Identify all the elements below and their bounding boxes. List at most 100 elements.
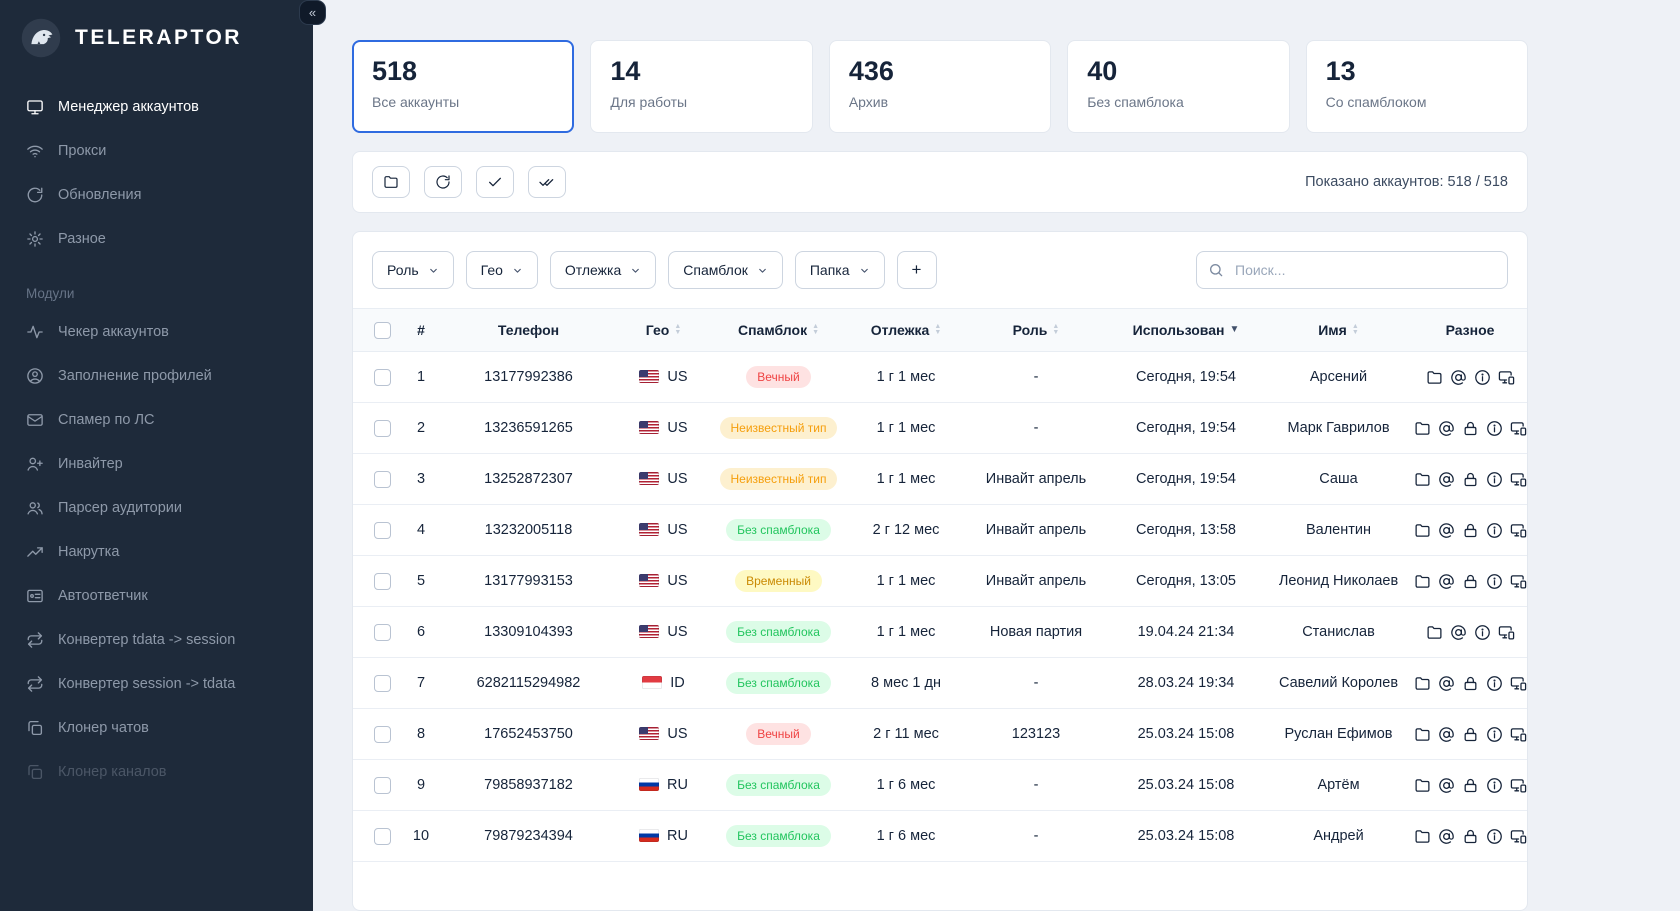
column-header[interactable]: Гео ▲ ▼ bbox=[616, 308, 711, 352]
devices-action-button[interactable] bbox=[1510, 777, 1527, 794]
at-action-button[interactable] bbox=[1438, 675, 1455, 692]
lock-action-button[interactable] bbox=[1462, 573, 1479, 590]
folder-action-button[interactable] bbox=[1426, 624, 1443, 641]
row-checkbox[interactable] bbox=[374, 368, 391, 386]
sidebar-collapse-button[interactable]: « bbox=[299, 0, 326, 25]
devices-action-button[interactable] bbox=[1510, 471, 1527, 488]
sidebar-item[interactable]: Прокси bbox=[0, 129, 313, 173]
info-action-button[interactable] bbox=[1486, 522, 1503, 539]
at-action-button[interactable] bbox=[1438, 777, 1455, 794]
sort-indicator[interactable]: ▲ ▼ bbox=[812, 322, 820, 336]
devices-action-button[interactable] bbox=[1498, 369, 1515, 386]
row-checkbox[interactable] bbox=[374, 674, 391, 692]
search-input[interactable] bbox=[1196, 251, 1508, 289]
row-checkbox[interactable] bbox=[374, 776, 391, 794]
sidebar-module-item[interactable]: Заполнение профилей bbox=[0, 354, 313, 398]
add-filter-button[interactable]: + bbox=[896, 251, 937, 289]
sidebar-module-item[interactable]: Инвайтер bbox=[0, 442, 313, 486]
filter-dropdown[interactable]: Отлежка bbox=[549, 251, 657, 289]
at-action-button[interactable] bbox=[1450, 624, 1467, 641]
folder-action-button[interactable] bbox=[1414, 777, 1431, 794]
lock-action-button[interactable] bbox=[1462, 777, 1479, 794]
sidebar-item[interactable]: Менеджер аккаунтов bbox=[0, 85, 313, 129]
double-check-button[interactable] bbox=[528, 166, 566, 198]
folder-action-button[interactable] bbox=[1414, 471, 1431, 488]
sort-indicator[interactable]: ▼ bbox=[1229, 324, 1240, 335]
select-all-checkbox[interactable] bbox=[374, 321, 391, 339]
filter-dropdown[interactable]: Роль bbox=[372, 251, 454, 289]
info-action-button[interactable] bbox=[1474, 624, 1491, 641]
devices-action-button[interactable] bbox=[1510, 573, 1527, 590]
devices-action-button[interactable] bbox=[1510, 522, 1527, 539]
stat-card[interactable]: 518 Все аккаунты bbox=[352, 40, 575, 133]
column-header[interactable]: Имя ▲ ▼ bbox=[1266, 308, 1411, 352]
column-header[interactable]: Спамблок ▲ ▼ bbox=[711, 308, 846, 352]
at-action-button[interactable] bbox=[1438, 420, 1455, 437]
lock-action-button[interactable] bbox=[1462, 420, 1479, 437]
sidebar-module-item[interactable]: Спамер по ЛС bbox=[0, 398, 313, 442]
row-checkbox[interactable] bbox=[374, 470, 391, 488]
sort-indicator[interactable]: ▲ ▼ bbox=[1351, 322, 1359, 336]
at-action-button[interactable] bbox=[1438, 828, 1455, 845]
at-action-button[interactable] bbox=[1438, 471, 1455, 488]
sort-indicator[interactable]: ▲ ▼ bbox=[674, 322, 682, 336]
sidebar-module-item[interactable]: Чекер аккаунтов bbox=[0, 310, 313, 354]
filter-dropdown[interactable]: Спамблок bbox=[668, 251, 783, 289]
folder-action-button[interactable] bbox=[1414, 522, 1431, 539]
row-checkbox[interactable] bbox=[374, 419, 391, 437]
devices-action-button[interactable] bbox=[1510, 420, 1527, 437]
folder-action-button[interactable] bbox=[1414, 675, 1431, 692]
row-checkbox[interactable] bbox=[374, 623, 391, 641]
devices-action-button[interactable] bbox=[1510, 726, 1527, 743]
stat-card[interactable]: 40 Без спамблока bbox=[1067, 40, 1290, 133]
sidebar-module-item[interactable]: Парсер аудитории bbox=[0, 486, 313, 530]
column-header[interactable]: Отлежка ▲ ▼ bbox=[846, 308, 966, 352]
info-action-button[interactable] bbox=[1486, 726, 1503, 743]
column-header[interactable]: Использован ▼ bbox=[1106, 308, 1266, 352]
info-action-button[interactable] bbox=[1486, 573, 1503, 590]
row-checkbox[interactable] bbox=[374, 521, 391, 539]
info-action-button[interactable] bbox=[1486, 675, 1503, 692]
stat-card[interactable]: 14 Для работы bbox=[590, 40, 813, 133]
devices-action-button[interactable] bbox=[1498, 624, 1515, 641]
sidebar-module-item[interactable]: Накрутка bbox=[0, 530, 313, 574]
info-action-button[interactable] bbox=[1486, 420, 1503, 437]
sidebar-module-item[interactable]: Автоответчик bbox=[0, 574, 313, 618]
devices-action-button[interactable] bbox=[1510, 828, 1527, 845]
at-action-button[interactable] bbox=[1438, 522, 1455, 539]
info-action-button[interactable] bbox=[1486, 471, 1503, 488]
row-checkbox[interactable] bbox=[374, 725, 391, 743]
at-action-button[interactable] bbox=[1438, 573, 1455, 590]
stat-card[interactable]: 436 Архив bbox=[828, 40, 1052, 133]
sidebar-item[interactable]: Обновления bbox=[0, 173, 313, 217]
column-header[interactable]: Роль ▲ ▼ bbox=[966, 308, 1106, 352]
stat-card[interactable]: 13 Со спамблоком bbox=[1305, 40, 1529, 133]
info-action-button[interactable] bbox=[1486, 828, 1503, 845]
folder-button[interactable] bbox=[372, 166, 410, 198]
filter-dropdown[interactable]: Гео bbox=[465, 251, 538, 289]
sidebar-module-item[interactable]: Клонер чатов bbox=[0, 706, 313, 750]
row-checkbox[interactable] bbox=[374, 827, 391, 845]
devices-action-button[interactable] bbox=[1510, 675, 1527, 692]
lock-action-button[interactable] bbox=[1462, 471, 1479, 488]
sidebar-module-item[interactable]: Конвертер tdata -> session bbox=[0, 618, 313, 662]
lock-action-button[interactable] bbox=[1462, 726, 1479, 743]
lock-action-button[interactable] bbox=[1462, 522, 1479, 539]
row-checkbox[interactable] bbox=[374, 572, 391, 590]
sort-indicator[interactable]: ▲ ▼ bbox=[934, 322, 942, 336]
folder-action-button[interactable] bbox=[1414, 573, 1431, 590]
sidebar-module-item[interactable]: Клонер каналов bbox=[0, 750, 313, 794]
folder-action-button[interactable] bbox=[1414, 420, 1431, 437]
refresh-button[interactable] bbox=[424, 166, 462, 198]
lock-action-button[interactable] bbox=[1462, 675, 1479, 692]
sort-indicator[interactable]: ▲ ▼ bbox=[1052, 322, 1060, 336]
sidebar-item[interactable]: Разное bbox=[0, 217, 313, 261]
folder-action-button[interactable] bbox=[1426, 369, 1443, 386]
folder-action-button[interactable] bbox=[1414, 828, 1431, 845]
at-action-button[interactable] bbox=[1450, 369, 1467, 386]
sidebar-module-item[interactable]: Конвертер session -> tdata bbox=[0, 662, 313, 706]
info-action-button[interactable] bbox=[1474, 369, 1491, 386]
info-action-button[interactable] bbox=[1486, 777, 1503, 794]
filter-dropdown[interactable]: Папка bbox=[794, 251, 885, 289]
folder-action-button[interactable] bbox=[1414, 726, 1431, 743]
